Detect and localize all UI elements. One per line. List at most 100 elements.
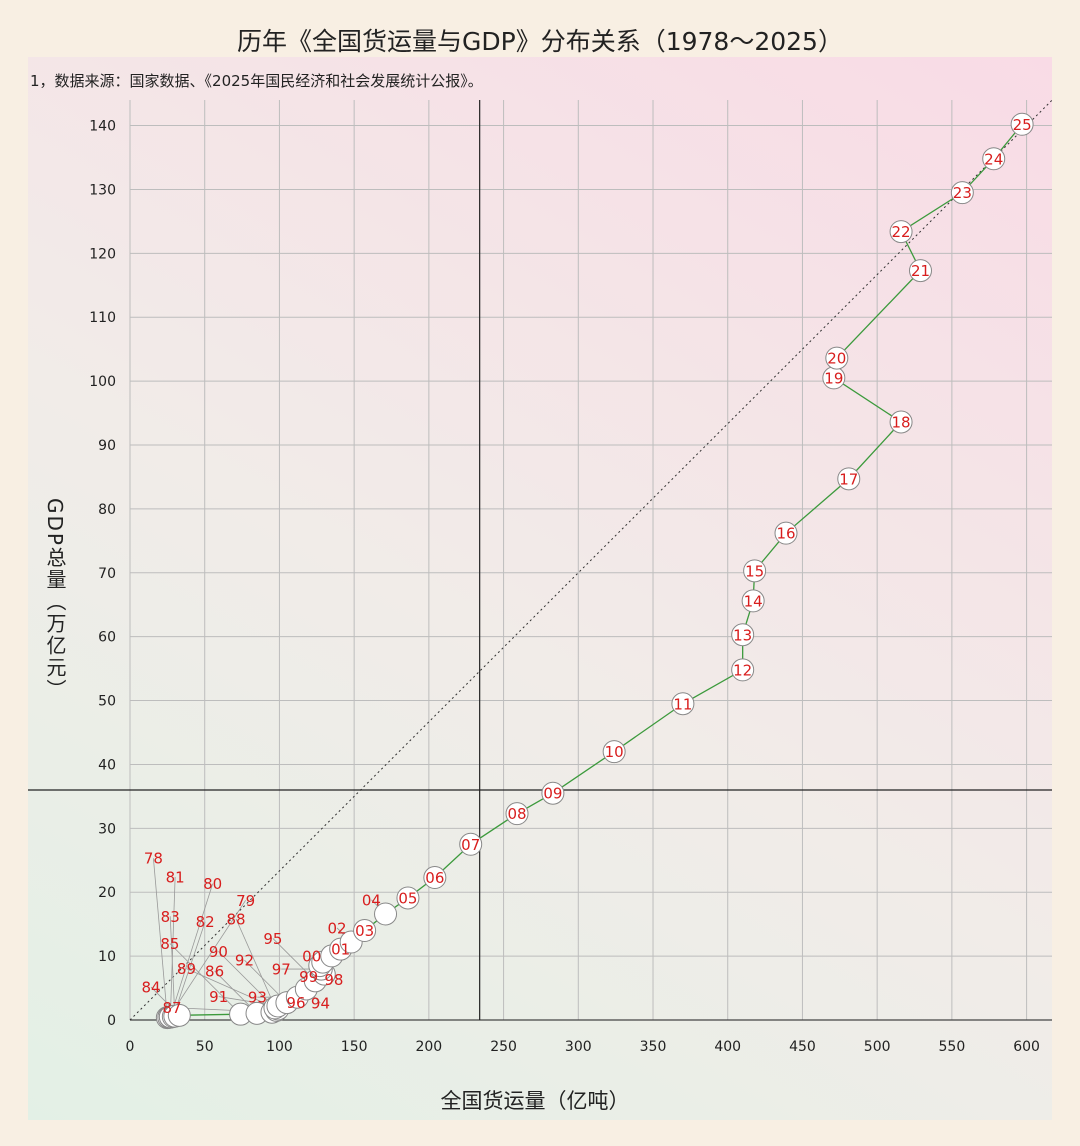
x-axis-label: 全国货运量（亿吨）	[440, 1089, 630, 1113]
label-leader-line	[172, 921, 206, 1017]
y-tick-label: 130	[89, 182, 116, 198]
point-label: 24	[984, 150, 1003, 168]
point-label: 92	[235, 952, 254, 970]
y-tick-label: 60	[98, 630, 116, 646]
y-tick-label: 100	[89, 374, 116, 390]
y-tick-label: 40	[98, 757, 116, 773]
point-marker	[459, 832, 483, 856]
point-label: 95	[263, 930, 282, 948]
x-tick-label: 300	[565, 1039, 592, 1055]
point-label: 20	[827, 350, 846, 368]
label-leader-line	[169, 943, 241, 1015]
point-marker	[908, 259, 932, 283]
point-label: 02	[327, 919, 346, 937]
point-label: 12	[733, 661, 752, 679]
point-markers	[155, 112, 1034, 1030]
point-marker	[889, 220, 913, 244]
point-label: 93	[248, 989, 267, 1007]
point-label: 96	[286, 994, 305, 1012]
point-marker	[423, 866, 447, 890]
point-marker	[774, 521, 798, 545]
label-leader-line	[169, 876, 176, 1017]
point-label: 79	[236, 892, 255, 910]
point-label: 16	[776, 525, 795, 543]
point-marker	[505, 802, 529, 826]
plot-background	[28, 57, 1052, 1120]
y-axis-label: GDP总量（万亿元）	[43, 498, 67, 701]
x-tick-label: 550	[939, 1039, 966, 1055]
point-label: 03	[355, 922, 374, 940]
point-label: 13	[733, 626, 752, 644]
point-label: 80	[203, 875, 222, 893]
point-label: 84	[141, 979, 160, 997]
point-label: 87	[163, 999, 182, 1017]
point-marker	[374, 902, 398, 926]
point-marker	[541, 781, 565, 805]
x-tick-label: 100	[266, 1039, 293, 1055]
point-marker	[982, 147, 1006, 171]
point-label: 06	[425, 869, 444, 887]
label-leader-line	[169, 883, 214, 1018]
y-tick-label: 10	[98, 949, 116, 965]
x-tick-label: 200	[415, 1039, 442, 1055]
y-tick-label: 110	[89, 310, 116, 326]
point-label: 11	[673, 695, 692, 713]
point-marker	[741, 589, 765, 613]
point-marker	[731, 623, 755, 647]
y-tick-label: 0	[107, 1013, 116, 1029]
point-label: 98	[324, 971, 343, 989]
point-label: 97	[272, 961, 291, 979]
y-tick-label: 70	[98, 566, 116, 582]
x-tick-label: 600	[1013, 1039, 1040, 1055]
point-marker	[167, 1003, 191, 1027]
point-label: 10	[605, 743, 624, 761]
x-tick-label: 500	[864, 1039, 891, 1055]
y-tick-label: 30	[98, 821, 116, 837]
point-label: 01	[331, 941, 350, 959]
point-label: 94	[311, 995, 330, 1013]
point-marker	[671, 692, 695, 716]
label-leader-line	[153, 858, 168, 1018]
point-label: 25	[1013, 116, 1032, 134]
x-tick-label: 350	[640, 1039, 667, 1055]
point-label: 22	[892, 223, 911, 241]
x-tick-label: 450	[789, 1039, 816, 1055]
point-marker	[1010, 112, 1034, 136]
point-label: 09	[543, 785, 562, 803]
y-tick-label: 140	[89, 119, 116, 135]
point-label: 18	[892, 414, 911, 432]
point-marker	[743, 559, 767, 583]
point-marker	[837, 467, 861, 491]
x-tick-label: 0	[126, 1039, 135, 1055]
data-source-note: 1，数据来源：国家数据、《2025年国民经济和社会发展统计公报》。	[30, 72, 483, 90]
chart-title: 历年《全国货运量与GDP》分布关系（1978～2025）	[237, 27, 843, 56]
point-label: 23	[953, 184, 972, 202]
point-label: 05	[398, 889, 417, 907]
x-tick-label: 400	[714, 1039, 741, 1055]
point-label: 82	[196, 913, 215, 931]
point-label: 85	[160, 935, 179, 953]
point-label: 88	[227, 910, 246, 928]
y-tick-label: 80	[98, 502, 116, 518]
point-marker	[731, 658, 755, 682]
x-tick-label: 150	[341, 1039, 368, 1055]
point-label: 00	[302, 947, 321, 965]
y-tick-label: 120	[89, 246, 116, 262]
y-tick-label: 20	[98, 885, 116, 901]
label-leader-line	[169, 916, 176, 1017]
label-leader-line	[235, 918, 277, 1011]
point-label: 90	[209, 943, 228, 961]
label-leader-line	[218, 951, 276, 1009]
point-label: 08	[507, 805, 526, 823]
point-label: 86	[205, 962, 224, 980]
diagonal-reference-line	[129, 99, 1053, 1021]
point-label: 04	[362, 891, 381, 909]
point-label: 83	[161, 908, 180, 926]
point-label: 89	[177, 960, 196, 978]
series-line	[167, 123, 1023, 1019]
y-tick-label: 50	[98, 694, 116, 710]
point-label: 91	[209, 988, 228, 1006]
point-marker	[825, 346, 849, 370]
